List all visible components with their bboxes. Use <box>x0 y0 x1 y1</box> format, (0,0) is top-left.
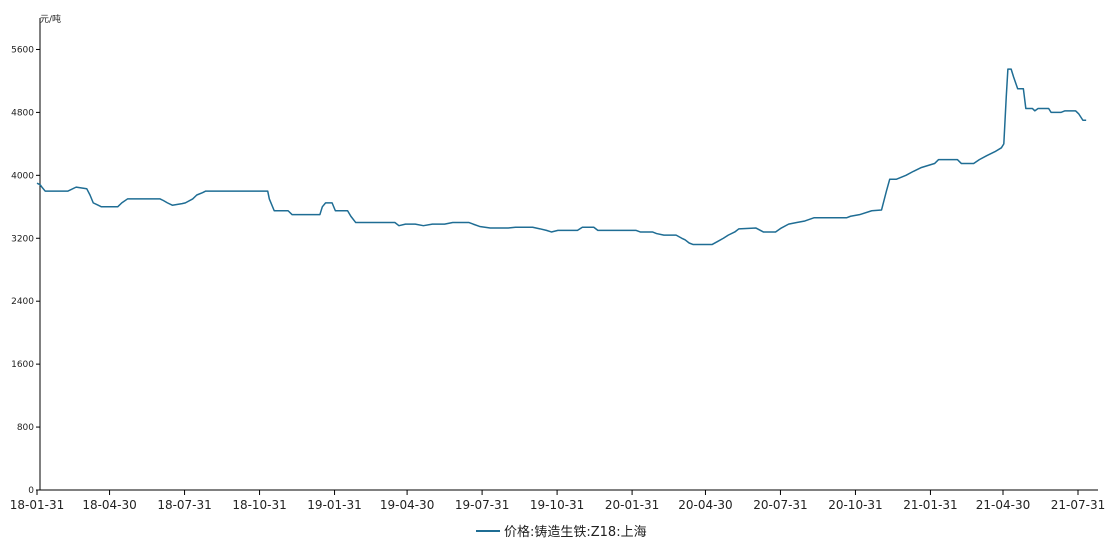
series-line <box>36 68 1087 246</box>
legend-label: 价格:铸造生铁:Z18:上海 <box>504 524 647 539</box>
x-tick-label: 20-04-30 <box>678 498 732 512</box>
x-tick-label: 19-01-31 <box>307 498 361 512</box>
x-tick-label: 19-04-30 <box>380 498 434 512</box>
y-tick-label: 2400 <box>11 297 34 307</box>
y-tick-label: 800 <box>17 423 34 433</box>
x-tick-label: 19-10-31 <box>530 498 584 512</box>
y-tick-label: 0 <box>28 486 34 496</box>
x-tick-label: 18-10-31 <box>232 498 286 512</box>
x-tick-label: 20-01-31 <box>605 498 659 512</box>
x-tick-label: 21-01-31 <box>903 498 957 512</box>
y-tick-label: 5600 <box>11 45 34 55</box>
y-tick-label: 3200 <box>11 234 34 244</box>
x-tick-label: 20-10-31 <box>828 498 882 512</box>
x-tick-label: 18-01-31 <box>10 498 64 512</box>
x-tick-label: 18-07-31 <box>157 498 211 512</box>
x-tick-label: 21-07-31 <box>1051 498 1105 512</box>
x-axis-ticks: 18-01-31 18-04-30 18-07-31 18-10-31 19-01-31… <box>10 490 1105 512</box>
y-tick-label: 4000 <box>11 171 34 181</box>
x-tick-label: 18-04-30 <box>82 498 136 512</box>
y-axis-ticks: 0 800 1600 2400 3200 4000 4800 5600 <box>11 45 40 496</box>
x-tick-label: 21-04-30 <box>976 498 1030 512</box>
legend[interactable]: 价格:铸造生铁:Z18:上海 <box>476 524 647 539</box>
y-tick-label: 1600 <box>11 360 34 370</box>
y-axis-unit-label: 元/吨 <box>40 13 61 25</box>
y-tick-label: 4800 <box>11 108 34 118</box>
x-tick-label: 19-07-31 <box>455 498 509 512</box>
series-layer <box>36 68 1087 246</box>
x-tick-label: 20-07-31 <box>753 498 807 512</box>
